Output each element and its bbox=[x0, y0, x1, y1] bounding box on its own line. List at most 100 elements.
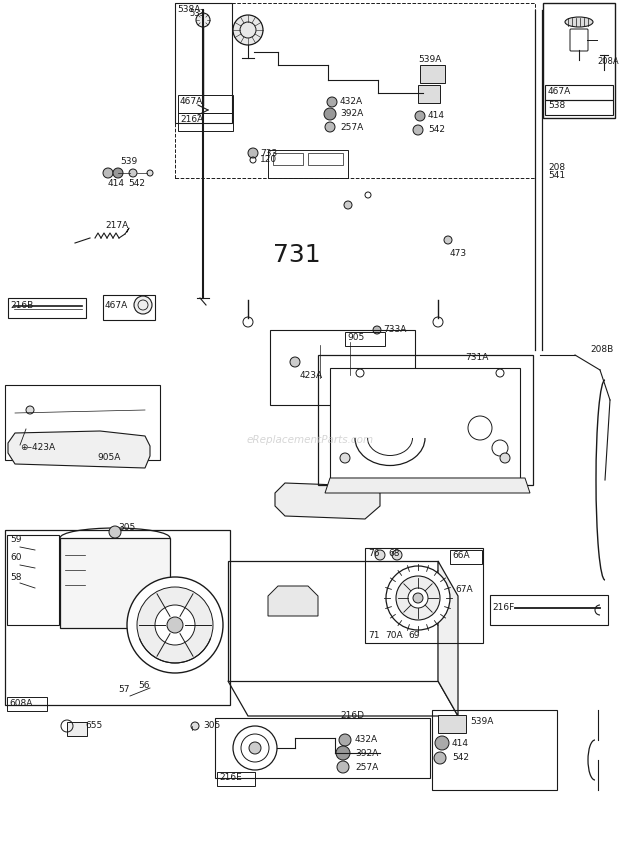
Bar bbox=[543, 3, 615, 118]
Bar bbox=[418, 85, 440, 103]
Text: 533: 533 bbox=[189, 9, 205, 18]
Text: 68: 68 bbox=[388, 548, 399, 558]
Bar bbox=[175, 3, 535, 178]
Circle shape bbox=[248, 148, 258, 158]
Text: 473: 473 bbox=[450, 249, 467, 257]
Text: 542: 542 bbox=[128, 178, 145, 188]
Circle shape bbox=[435, 736, 449, 750]
Polygon shape bbox=[268, 586, 318, 616]
Text: 905A: 905A bbox=[97, 454, 120, 462]
Text: 538: 538 bbox=[548, 102, 565, 110]
Circle shape bbox=[233, 15, 263, 45]
Text: 608A: 608A bbox=[9, 698, 32, 708]
Text: 731A: 731A bbox=[465, 354, 489, 362]
Text: 539A: 539A bbox=[470, 717, 494, 727]
Circle shape bbox=[127, 577, 223, 673]
Circle shape bbox=[340, 453, 350, 463]
Circle shape bbox=[325, 122, 335, 132]
Bar bbox=[67, 722, 87, 736]
Text: 56: 56 bbox=[138, 680, 149, 690]
Text: 423A: 423A bbox=[300, 370, 323, 380]
Bar bbox=[420, 65, 445, 83]
Text: 655: 655 bbox=[85, 722, 102, 730]
Circle shape bbox=[290, 357, 300, 367]
Bar bbox=[95, 452, 137, 466]
Polygon shape bbox=[8, 431, 150, 468]
Circle shape bbox=[167, 617, 183, 633]
Polygon shape bbox=[228, 561, 438, 681]
Circle shape bbox=[413, 593, 423, 603]
Circle shape bbox=[137, 587, 213, 663]
Text: 539: 539 bbox=[120, 158, 137, 166]
Circle shape bbox=[249, 742, 261, 754]
Circle shape bbox=[339, 734, 351, 746]
Bar bbox=[217, 772, 255, 786]
Circle shape bbox=[344, 201, 352, 209]
Text: 414: 414 bbox=[452, 739, 469, 747]
Text: 905: 905 bbox=[347, 333, 365, 343]
Bar bbox=[545, 85, 613, 100]
Text: 733: 733 bbox=[260, 148, 277, 158]
Text: 392A: 392A bbox=[355, 748, 378, 758]
Bar bbox=[7, 697, 47, 711]
Text: 432A: 432A bbox=[340, 97, 363, 107]
Text: 208A: 208A bbox=[597, 58, 619, 66]
Circle shape bbox=[26, 406, 34, 414]
Text: 257A: 257A bbox=[355, 763, 378, 771]
Circle shape bbox=[196, 13, 210, 27]
Bar bbox=[365, 548, 483, 643]
Bar bbox=[60, 538, 170, 628]
Ellipse shape bbox=[565, 17, 593, 27]
Bar bbox=[215, 718, 430, 778]
Bar bbox=[268, 150, 348, 178]
Text: 76: 76 bbox=[368, 548, 379, 558]
Text: 305: 305 bbox=[118, 523, 135, 531]
Text: 57: 57 bbox=[118, 685, 130, 695]
Bar bbox=[273, 153, 303, 165]
Text: 59: 59 bbox=[10, 536, 22, 544]
Circle shape bbox=[434, 752, 446, 764]
Bar bbox=[432, 710, 557, 790]
Bar bbox=[103, 295, 155, 320]
Polygon shape bbox=[325, 478, 530, 493]
Bar bbox=[438, 715, 466, 733]
Polygon shape bbox=[438, 561, 458, 716]
Circle shape bbox=[336, 746, 350, 760]
Text: 69: 69 bbox=[408, 630, 420, 640]
Text: ⊕–423A: ⊕–423A bbox=[20, 443, 55, 453]
Bar bbox=[178, 95, 233, 113]
Bar bbox=[490, 595, 608, 625]
Circle shape bbox=[103, 168, 113, 178]
Text: 66A: 66A bbox=[452, 552, 469, 561]
Circle shape bbox=[147, 170, 153, 176]
Circle shape bbox=[408, 588, 428, 608]
Text: 216F: 216F bbox=[492, 603, 514, 611]
Text: 467A: 467A bbox=[105, 300, 128, 309]
Text: 731: 731 bbox=[273, 243, 321, 267]
Circle shape bbox=[327, 97, 337, 107]
Text: 467A: 467A bbox=[180, 97, 203, 107]
Circle shape bbox=[386, 566, 450, 630]
Text: 733A: 733A bbox=[383, 325, 406, 335]
Text: 467A: 467A bbox=[548, 86, 571, 96]
Bar bbox=[5, 530, 230, 705]
Text: 208B: 208B bbox=[590, 345, 613, 355]
Text: 216D: 216D bbox=[340, 710, 364, 720]
Text: 58: 58 bbox=[10, 573, 22, 583]
Circle shape bbox=[415, 111, 425, 121]
Text: 414: 414 bbox=[108, 178, 125, 188]
Bar bbox=[8, 298, 86, 318]
Bar bbox=[5, 385, 160, 460]
Text: 538A: 538A bbox=[177, 4, 200, 14]
Text: 305: 305 bbox=[203, 722, 220, 730]
Circle shape bbox=[109, 526, 121, 538]
Circle shape bbox=[191, 722, 199, 730]
Bar bbox=[330, 368, 520, 478]
Text: 216A: 216A bbox=[180, 115, 203, 125]
Text: 71: 71 bbox=[368, 630, 379, 640]
Text: 120: 120 bbox=[260, 156, 277, 164]
Text: 208: 208 bbox=[548, 164, 565, 172]
Circle shape bbox=[444, 236, 452, 244]
Circle shape bbox=[500, 453, 510, 463]
Circle shape bbox=[396, 576, 440, 620]
